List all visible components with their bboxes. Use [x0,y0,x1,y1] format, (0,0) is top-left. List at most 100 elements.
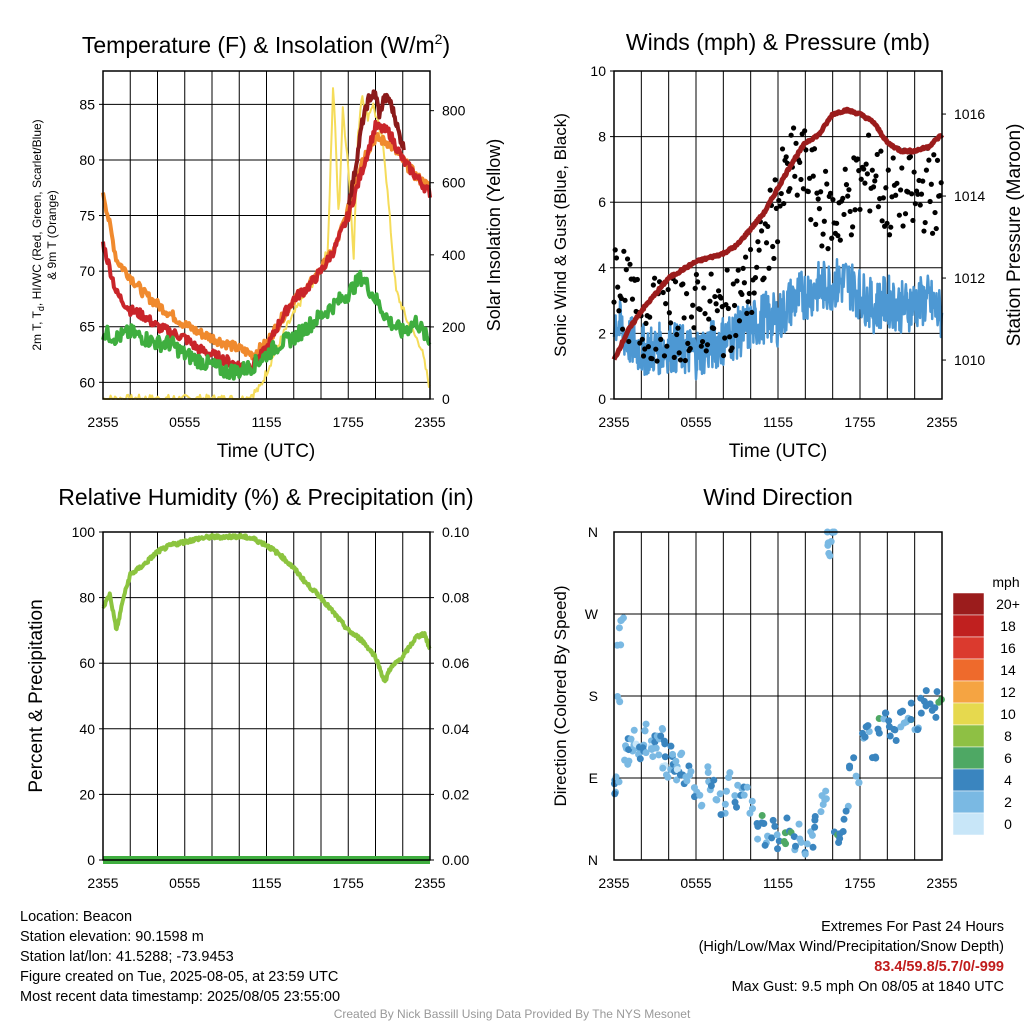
direction-point [707,782,715,790]
gust-point [843,182,850,188]
gust-point [714,308,720,314]
wind-xtick-label: 1755 [844,414,875,430]
direction-point [792,842,800,850]
direction-point [885,717,893,725]
insolation-line [102,87,431,400]
temperature-title: Temperature (F) & Insolation (W/m2) [82,31,450,58]
gust-point [693,271,700,278]
gust-point [740,265,746,272]
gust-point [863,161,869,167]
direction-point [748,805,756,813]
wind-ytick-label: 2 [598,325,606,341]
direction-point [748,797,756,805]
gust-point [822,168,829,174]
colorbar-swatch [952,592,985,616]
rh-y2tick-label: 0.08 [442,590,469,606]
temperature-9m-line [101,132,431,361]
direction-point [935,698,943,706]
gust-point [787,185,793,192]
gust-point [878,148,884,154]
direction-point [611,790,619,798]
direction-point [721,800,729,808]
pressure-line [611,106,945,361]
gust-point [931,152,937,158]
temperature-ylabel-left: 2m T, Td, HI/WC (Red, Green, Scarlet/Blu… [30,119,46,350]
direction-point [842,807,850,815]
extremes-subtitle: (High/Low/Max Wind/Precipitation/Snow De… [698,939,1004,955]
gust-point [759,228,765,234]
gust-point [792,173,798,179]
colorbar-swatch [952,790,985,814]
direction-point [685,771,693,779]
gust-point [746,290,752,297]
direction-point [624,760,632,768]
direction-point [615,624,623,632]
gust-point [847,208,853,215]
gust-point [723,302,729,308]
direction-point [754,835,762,843]
wind-xtick-label: 2355 [598,414,629,430]
direction-point [636,755,644,763]
extremes-title: Extremes For Past 24 Hours [821,919,1004,935]
colorbar-label: 0 [1004,816,1012,832]
gust-point [810,173,816,179]
direction-point [760,819,768,827]
gust-point [845,193,851,199]
humidity-ylabel-left: Percent & Precipitation [26,599,47,792]
gust-point [749,309,755,316]
gust-point [866,132,872,138]
gust-point [856,168,862,174]
gust-point [938,180,944,186]
direction-point [822,795,830,803]
direction-point [704,763,712,771]
temp-y2tick-label: 600 [442,175,466,191]
direction-point [780,838,788,846]
gust-point [848,232,854,238]
temperature-xlabel: Time (UTC) [217,441,316,462]
wind-xtick-label: 1155 [763,414,793,430]
gust-point [739,291,745,297]
direction-panel: Wind Direction Direction (Colored By Spe… [551,484,1020,836]
wind-y2tick-label: 1014 [954,188,985,204]
direction-point [892,737,900,745]
direction-point [773,831,781,839]
colorbar-label: 8 [1004,728,1012,744]
gust-point [667,320,674,326]
direction-point [881,709,889,717]
gust-point [650,282,656,288]
dir-ytick-label: E [589,770,598,786]
direction-point [774,845,782,853]
gust-point [766,265,772,271]
colorbar-swatch [952,658,985,682]
gust-point [808,216,814,223]
colorbar-label: 4 [1004,772,1012,788]
gust-point [620,326,626,332]
gust-point [835,233,841,239]
direction-point [864,722,872,730]
colorbar-label: 14 [1000,662,1016,678]
gust-point [920,178,926,184]
dir-ytick-label: S [589,688,598,704]
dir-xtick-label: 2355 [598,875,629,891]
temp-xtick-label: 1155 [251,414,281,430]
temp-y2tick-label: 400 [442,247,466,263]
gust-point [755,239,761,245]
gust-point [896,212,902,218]
gust-point [706,316,712,322]
gust-point [862,180,868,186]
gust-point [841,211,847,218]
direction-point [717,811,725,819]
gust-point [816,206,823,212]
colorbar-swatch [952,746,985,770]
gust-point [793,140,799,146]
rh-y2tick-label: 0.02 [442,786,469,802]
direction-point [690,784,698,792]
gust-point [629,296,636,302]
rh-ytick-label: 40 [79,721,95,737]
direction-point [659,764,667,772]
direction-point [617,617,625,625]
gust-point [779,146,786,152]
direction-point [811,823,819,831]
gust-point [763,240,770,246]
colorbar-label: 12 [1000,684,1016,700]
